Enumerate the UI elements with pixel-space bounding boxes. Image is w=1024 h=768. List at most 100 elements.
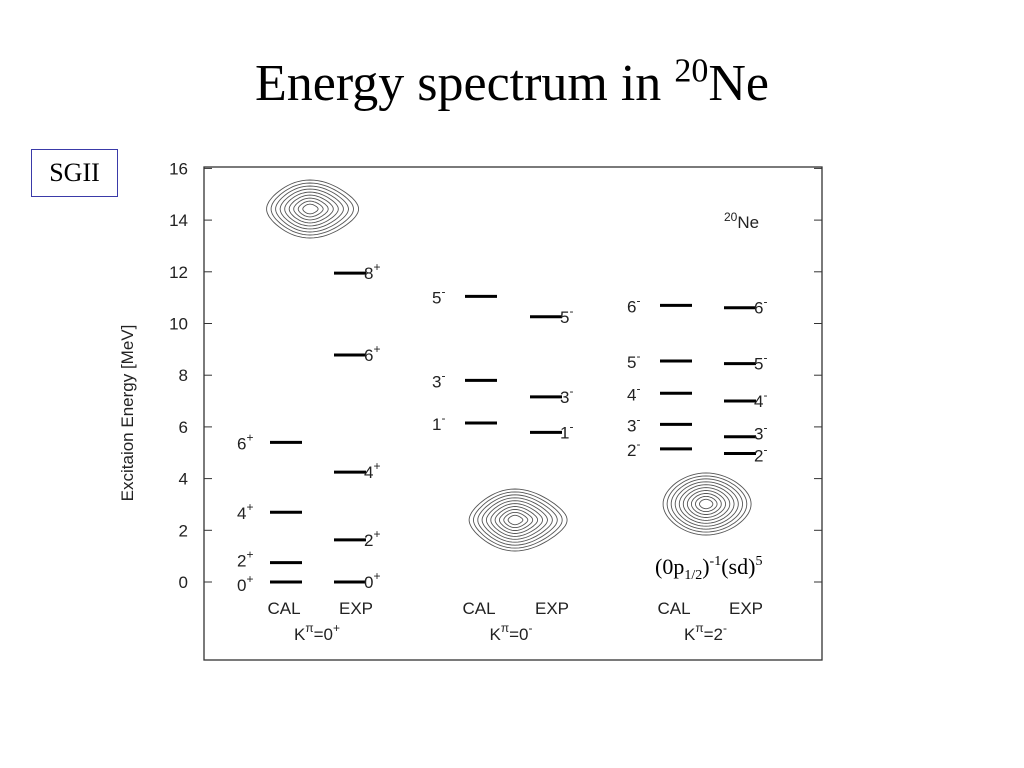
parity-sign: + <box>246 572 253 586</box>
spin-value: 0 <box>364 573 373 592</box>
spin-value: 2 <box>754 447 763 466</box>
contour-ring <box>490 503 543 537</box>
band-k-label: Kπ=2- <box>684 621 727 644</box>
contour-ring <box>662 472 752 536</box>
parity-sign: - <box>763 295 767 309</box>
exp-level-label: 4+ <box>364 459 380 482</box>
calc-column-label: CAL <box>657 599 690 618</box>
y-axis-label: Excitaion Energy [MeV] <box>118 325 137 502</box>
calc-level-label: 1- <box>432 411 445 434</box>
exp-level-label: 6- <box>754 295 767 318</box>
contour-ring <box>670 478 744 530</box>
parity-sign: - <box>636 381 640 395</box>
calc-level-label: 2+ <box>237 548 253 571</box>
nucleus-element: Ne <box>737 213 759 232</box>
config-part: ) <box>702 554 709 579</box>
contour-ring <box>699 498 714 510</box>
contour-ring <box>288 194 334 224</box>
calc-level-label: 2- <box>627 437 640 460</box>
parity-sign: - <box>636 293 640 307</box>
contour-ring <box>695 495 718 513</box>
density-contour-plot <box>662 472 752 536</box>
spin-value: 5 <box>432 288 441 307</box>
spin-value: 2 <box>364 531 373 550</box>
contour-ring <box>690 493 722 515</box>
band-k-symbol: K <box>490 625 502 644</box>
contour-ring <box>266 179 360 239</box>
exp-level-label: 5- <box>754 351 767 374</box>
exp-level-label: 0+ <box>364 569 380 592</box>
parity-sign: - <box>441 411 445 425</box>
y-tick-label: 6 <box>179 418 188 437</box>
contour-ring <box>275 185 349 233</box>
calc-level-label: 5- <box>432 284 445 307</box>
spin-value: 1 <box>432 415 441 434</box>
parity-sign: - <box>636 437 640 451</box>
band-k-symbol: K <box>684 625 696 644</box>
spin-value: 2 <box>627 441 636 460</box>
title-mass-number: 20 <box>674 52 709 90</box>
y-tick-label: 16 <box>169 159 188 178</box>
parity-sign: - <box>763 388 767 402</box>
sgii-label: SGII <box>49 158 100 187</box>
contour-ring <box>503 511 529 529</box>
spin-value: 1 <box>560 423 569 442</box>
contour-ring <box>678 484 735 524</box>
exp-column-label: EXP <box>535 599 569 618</box>
contour-ring <box>481 497 553 543</box>
exp-level-label: 5- <box>560 304 573 327</box>
parity-sign: - <box>763 443 767 457</box>
contour-ring <box>270 182 354 236</box>
spin-value: 6 <box>754 299 763 318</box>
parity-sign: - <box>569 419 573 433</box>
spin-value: 3 <box>754 425 763 444</box>
exp-level-label: 1- <box>560 419 573 442</box>
band-parity: + <box>333 621 340 635</box>
calc-column-label: CAL <box>462 599 495 618</box>
spin-value: 4 <box>364 463 373 482</box>
calc-level-label: 3- <box>432 368 445 391</box>
density-contour-plot <box>468 488 568 552</box>
parity-sign: + <box>373 260 380 274</box>
config-part: (sd) <box>721 554 755 579</box>
band-k-value: =2 <box>704 625 723 644</box>
spin-value: 5 <box>627 353 636 372</box>
spin-value: 5 <box>754 355 763 374</box>
calc-level-label: 4+ <box>237 500 253 523</box>
y-tick-label: 14 <box>169 211 188 230</box>
band-parity: - <box>723 621 727 635</box>
contour-ring <box>477 494 558 546</box>
exp-level-label: 2- <box>754 443 767 466</box>
calc-level-label: 6- <box>627 293 640 316</box>
spin-value: 4 <box>754 392 763 411</box>
y-tick-label: 10 <box>169 315 188 334</box>
config-part: (0p <box>655 554 684 579</box>
parity-sign: - <box>636 412 640 426</box>
density-contour-plot <box>266 179 360 239</box>
spin-value: 4 <box>237 504 246 523</box>
calc-column-label: CAL <box>267 599 300 618</box>
title-text: Energy spectrum in <box>255 55 675 112</box>
parity-sign: + <box>373 569 380 583</box>
band-k-label: Kπ=0+ <box>294 621 340 644</box>
spin-value: 2 <box>237 552 246 571</box>
parity-sign: + <box>373 527 380 541</box>
nucleus-label: 20Ne <box>724 210 759 232</box>
parity-sign: - <box>441 284 445 298</box>
contour-ring <box>468 488 568 552</box>
contour-ring <box>473 491 563 549</box>
config-exponent: -1 <box>710 554 722 569</box>
parity-sign: - <box>441 368 445 382</box>
spin-value: 6 <box>627 297 636 316</box>
spin-value: 5 <box>560 308 569 327</box>
contour-ring <box>279 188 344 230</box>
y-tick-label: 8 <box>179 366 188 385</box>
calc-level-label: 5- <box>627 349 640 372</box>
spin-value: 3 <box>627 416 636 435</box>
parity-sign: + <box>246 548 253 562</box>
contour-ring <box>498 509 534 531</box>
contour-ring <box>686 490 727 518</box>
calc-level-label: 4- <box>627 381 640 404</box>
exp-level-label: 8+ <box>364 260 380 283</box>
exp-level-label: 2+ <box>364 527 380 550</box>
